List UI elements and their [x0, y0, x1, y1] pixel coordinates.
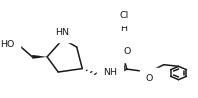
- Text: O: O: [124, 47, 131, 56]
- Text: HO: HO: [0, 40, 15, 49]
- Text: H: H: [120, 24, 128, 33]
- Text: O: O: [146, 74, 153, 83]
- Text: Cl: Cl: [119, 11, 129, 20]
- Polygon shape: [32, 55, 47, 59]
- Text: HN: HN: [55, 28, 69, 37]
- Text: NH: NH: [103, 68, 117, 77]
